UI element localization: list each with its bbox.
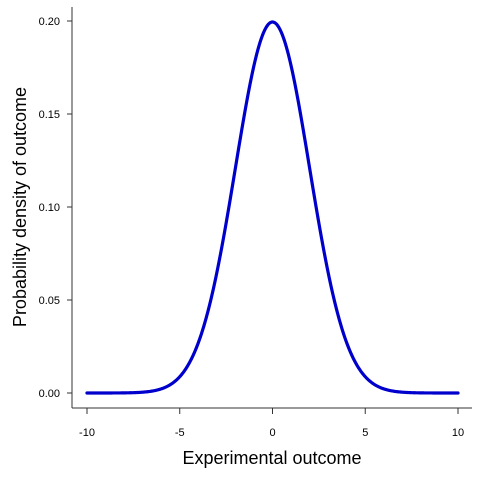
- x-tick-label: -10: [79, 427, 95, 439]
- y-tick-label: 0.10: [39, 202, 60, 214]
- x-tick-label: -5: [175, 427, 185, 439]
- x-tick-label: 10: [452, 427, 464, 439]
- x-tick-label: 0: [269, 427, 275, 439]
- y-tick-label: 0.00: [39, 388, 60, 400]
- y-tick-label: 0.15: [39, 109, 60, 121]
- density-curve: [87, 22, 458, 393]
- y-axis-label: Probability density of outcome: [10, 87, 30, 327]
- y-tick-label: 0.20: [39, 16, 60, 28]
- x-axis-ticks: -10 -5 0 5 10: [79, 408, 464, 439]
- y-axis-ticks: 0.00 0.05 0.10 0.15 0.20: [39, 16, 72, 400]
- y-tick-label: 0.05: [39, 295, 60, 307]
- x-tick-label: 5: [362, 427, 368, 439]
- x-axis-label: Experimental outcome: [182, 448, 361, 468]
